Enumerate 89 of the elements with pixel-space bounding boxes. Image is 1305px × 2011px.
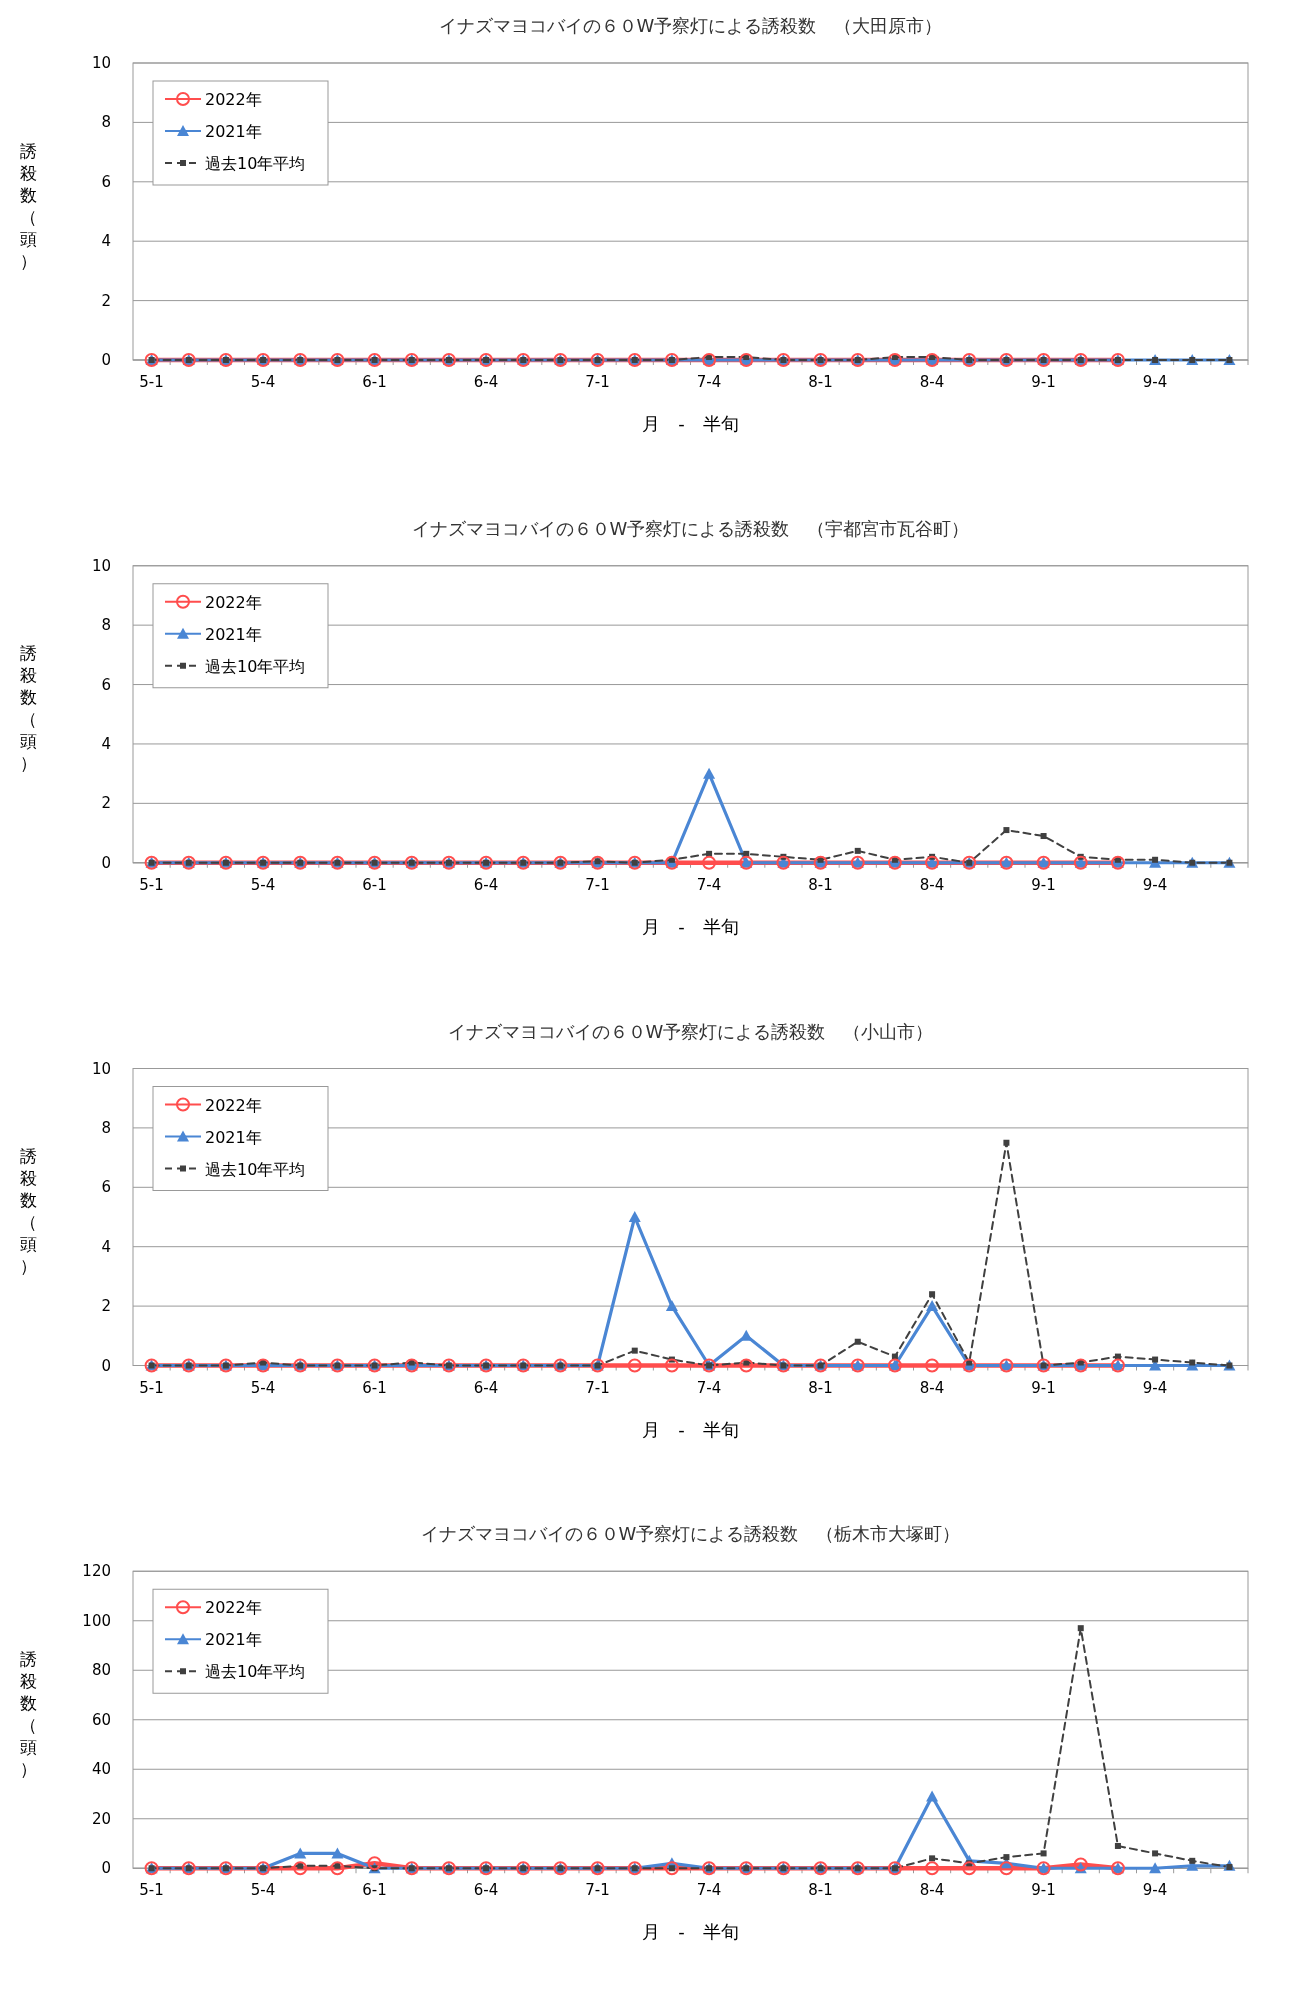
- x-tick-label: 7-4: [696, 373, 722, 391]
- y-axis-title: 誘殺数（頭）: [19, 140, 37, 271]
- x-tick-label: 7-4: [696, 1881, 722, 1900]
- x-tick-label: 5-1: [139, 373, 164, 391]
- legend-label: 2022年: [205, 592, 262, 612]
- x-tick-label: 8-4: [919, 1378, 945, 1397]
- y-tick-label: 8: [101, 616, 111, 635]
- x-tick-label: 9-4: [1142, 875, 1168, 894]
- x-tick-label: 5-4: [250, 1378, 276, 1397]
- x-tick-label: 8-4: [919, 373, 945, 391]
- y-tick-label: 4: [101, 734, 111, 753]
- y-tick-label: 10: [91, 1059, 111, 1078]
- legend-label: 2022年: [205, 90, 262, 109]
- x-axis-title: 月 - 半旬: [642, 1418, 739, 1440]
- y-axis-title: 誘殺数（頭）: [19, 1648, 37, 1779]
- x-tick-label: 7-1: [585, 373, 610, 391]
- x-axis-title: 月 - 半旬: [642, 1921, 739, 1943]
- y-axis-title: 誘殺数（頭）: [19, 1146, 37, 1276]
- x-tick-label: 9-1: [1031, 1881, 1056, 1900]
- y-tick-label: 8: [101, 1118, 111, 1137]
- x-tick-label: 7-4: [696, 875, 722, 894]
- x-tick-label: 6-4: [473, 875, 499, 894]
- legend-label: 2021年: [205, 122, 262, 141]
- x-tick-label: 9-1: [1031, 1378, 1056, 1397]
- y-tick-label: 6: [101, 1178, 111, 1197]
- x-tick-label: 5-4: [250, 373, 276, 391]
- x-tick-label: 5-1: [139, 1378, 164, 1397]
- y-tick-label: 20: [91, 1809, 111, 1828]
- x-tick-label: 8-1: [808, 1881, 833, 1900]
- x-tick-label: 7-1: [585, 1881, 610, 1900]
- legend-label: 2022年: [205, 1095, 262, 1115]
- y-tick-label: 2: [101, 794, 111, 813]
- x-tick-label: 7-1: [585, 1378, 610, 1397]
- y-tick-label: 0: [101, 1859, 111, 1878]
- x-tick-label: 9-4: [1142, 1378, 1168, 1397]
- x-tick-label: 8-1: [808, 1378, 833, 1397]
- x-tick-label: 8-1: [808, 373, 833, 391]
- x-tick-label: 9-4: [1142, 1881, 1168, 1900]
- legend-label: 2021年: [205, 1630, 262, 1650]
- x-tick-label: 9-1: [1031, 373, 1056, 391]
- x-tick-label: 8-1: [808, 875, 833, 894]
- legend-label: 2021年: [205, 1127, 262, 1147]
- x-tick-label: 5-1: [139, 875, 164, 894]
- legend-label: 2022年: [205, 1598, 262, 1618]
- x-axis-title: 月 - 半旬: [642, 915, 739, 937]
- y-tick-label: 2: [101, 291, 111, 310]
- y-tick-label: 120: [82, 1562, 111, 1581]
- x-axis-title: 月 - 半旬: [642, 413, 739, 434]
- y-tick-label: 8: [101, 113, 111, 132]
- y-tick-label: 6: [101, 172, 111, 191]
- x-tick-label: 6-4: [473, 1378, 499, 1397]
- y-tick-label: 4: [101, 232, 111, 251]
- x-tick-label: 6-1: [362, 373, 387, 391]
- legend-label: 過去10年平均: [205, 656, 306, 676]
- y-tick-label: 0: [101, 351, 111, 369]
- y-tick-label: 100: [82, 1611, 111, 1630]
- chart-title: イナズマヨコバイの６０W予察灯による誘殺数 （小山市）: [447, 1020, 934, 1042]
- x-tick-label: 7-4: [696, 1378, 722, 1397]
- x-tick-label: 9-1: [1031, 875, 1056, 894]
- y-tick-label: 80: [91, 1661, 111, 1680]
- y-axis-title: 誘殺数（頭）: [19, 643, 37, 774]
- x-tick-label: 6-4: [473, 373, 499, 391]
- chart-title: イナズマヨコバイの６０W予察灯による誘殺数 （栃木市大塚町）: [420, 1523, 961, 1545]
- y-tick-label: 60: [91, 1710, 111, 1729]
- legend-label: 過去10年平均: [205, 154, 306, 173]
- y-tick-label: 4: [101, 1237, 111, 1256]
- x-tick-label: 6-1: [362, 1378, 387, 1397]
- chart-title: イナズマヨコバイの６０W予察灯による誘殺数 （宇都宮市瓦谷町）: [411, 517, 970, 539]
- x-tick-label: 6-4: [473, 1881, 499, 1900]
- x-tick-label: 7-1: [585, 875, 610, 894]
- x-tick-label: 8-4: [919, 1881, 945, 1900]
- x-tick-label: 9-4: [1142, 373, 1168, 391]
- y-tick-label: 10: [91, 556, 111, 575]
- x-tick-label: 6-1: [362, 875, 387, 894]
- x-tick-label: 5-4: [250, 1881, 276, 1900]
- x-tick-label: 5-4: [250, 875, 276, 894]
- x-tick-label: 8-4: [919, 875, 945, 894]
- y-tick-label: 0: [101, 853, 111, 872]
- legend-label: 過去10年平均: [205, 1159, 306, 1179]
- legend-label: 2021年: [205, 624, 262, 644]
- x-tick-label: 5-1: [139, 1881, 164, 1900]
- y-tick-label: 0: [101, 1356, 111, 1375]
- y-tick-label: 2: [101, 1297, 111, 1316]
- y-tick-label: 10: [91, 54, 111, 72]
- y-tick-label: 6: [101, 675, 111, 694]
- chart-title: イナズマヨコバイの６０W予察灯による誘殺数 （大田原市）: [438, 15, 943, 36]
- y-tick-label: 40: [91, 1760, 111, 1779]
- x-tick-label: 6-1: [362, 1881, 387, 1900]
- legend-label: 過去10年平均: [205, 1662, 306, 1682]
